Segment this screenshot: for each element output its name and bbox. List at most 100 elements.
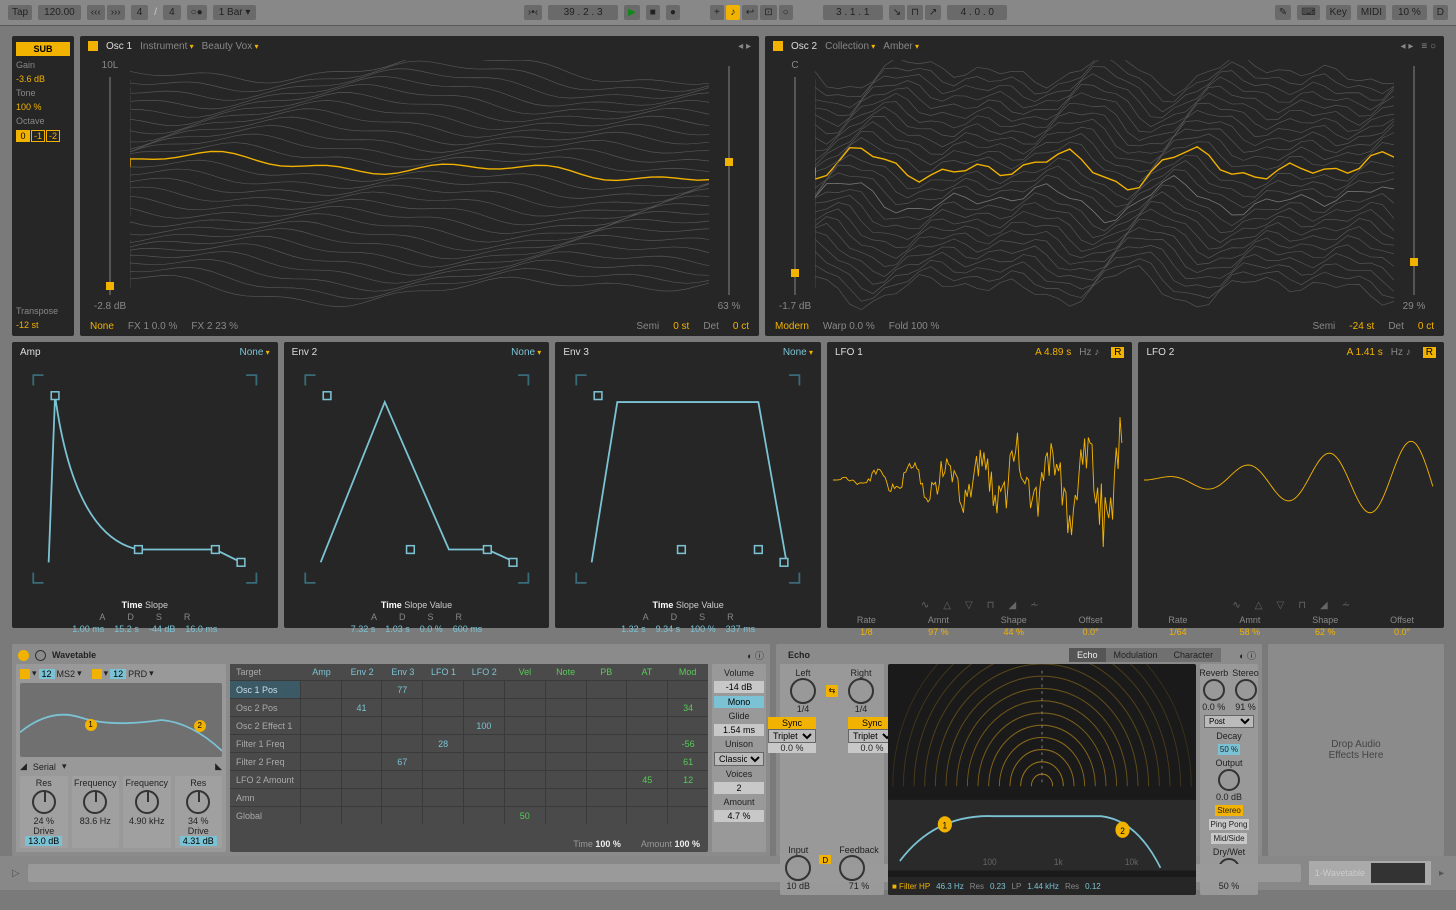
matrix-cell[interactable]: 45 [626, 771, 667, 788]
osc2-wave-display[interactable] [815, 60, 1394, 312]
matrix-cell[interactable] [504, 789, 545, 806]
matrix-cell[interactable] [381, 789, 422, 806]
env-target[interactable]: None [240, 347, 270, 358]
filter-knob[interactable]: Res34 % Drive4.31 dB [175, 776, 223, 848]
automation-arm[interactable]: ♪ [726, 5, 740, 20]
hicut-icon[interactable]: ◣ [215, 761, 222, 772]
reverb-loc[interactable]: Post [1204, 715, 1254, 728]
matrix-row[interactable]: Osc 2 Pos4134 [230, 698, 708, 716]
matrix-cell[interactable] [626, 717, 667, 734]
osc2-fx-menu[interactable]: Modern [775, 321, 809, 332]
osc2-fx2[interactable]: Fold 100 % [889, 321, 940, 332]
oct-1[interactable]: -1 [31, 130, 45, 142]
matrix-row[interactable]: Global50 [230, 806, 708, 824]
matrix-cell[interactable] [586, 789, 627, 806]
lfo-shape-picker[interactable]: ∿△▽⊓◢⩪ [827, 598, 1133, 613]
matrix-cell[interactable]: 50 [504, 807, 545, 824]
matrix-cell[interactable] [463, 735, 504, 752]
matrix-cell[interactable] [667, 681, 708, 698]
matrix-cell[interactable] [341, 735, 382, 752]
matrix-cell[interactable] [341, 789, 382, 806]
loop-length[interactable]: 4 . 0 . 0 [947, 5, 1007, 20]
matrix-row[interactable]: Filter 2 Freq6761 [230, 752, 708, 770]
transpose-value[interactable]: -12 st [16, 320, 70, 330]
keyboard-icon[interactable]: ⌨ [1297, 5, 1319, 20]
lfo-retrig[interactable]: R [1423, 347, 1436, 358]
stop-button[interactable]: ■ [646, 5, 660, 20]
matrix-cell[interactable] [545, 699, 586, 716]
left-sync[interactable]: Sync [768, 717, 816, 729]
wt-osc1-pos[interactable]: 12 [39, 669, 55, 679]
left-time[interactable]: 1/4 [790, 704, 816, 714]
osc2-prev-next[interactable]: ◂ ▸ [1401, 41, 1414, 52]
matrix-cell[interactable] [545, 717, 586, 734]
glide-value[interactable]: 1.54 ms [714, 724, 764, 736]
osc1-fx1[interactable]: FX 1 0.0 % [128, 321, 177, 332]
output-knob[interactable] [1218, 769, 1240, 791]
link-button[interactable]: ⇆ [826, 685, 838, 697]
osc1-det[interactable]: 0 ct [733, 321, 749, 332]
matrix-cell[interactable] [504, 699, 545, 716]
matrix-cell[interactable]: 34 [667, 699, 708, 716]
right-time[interactable]: 1/4 [848, 704, 874, 714]
matrix-cell[interactable] [626, 753, 667, 770]
matrix-cell[interactable] [586, 771, 627, 788]
overdub-button[interactable]: + [710, 5, 724, 20]
tone-value[interactable]: 100 % [16, 102, 70, 112]
matrix-cell[interactable]: -56 [667, 735, 708, 752]
capture-button[interactable]: ⊡ [760, 5, 776, 20]
stereo-knob[interactable] [1235, 679, 1257, 701]
matrix-cell[interactable] [463, 699, 504, 716]
matrix-cell[interactable] [381, 771, 422, 788]
matrix-cell[interactable] [300, 789, 341, 806]
matrix-cell[interactable] [422, 681, 463, 698]
timesig-den[interactable]: 4 [163, 5, 181, 20]
matrix-row[interactable]: LFO 2 Amount4512 [230, 770, 708, 788]
matrix-cell[interactable] [586, 735, 627, 752]
osc2-semi[interactable]: -24 st [1349, 321, 1374, 332]
nudge-up[interactable]: ››› [107, 5, 125, 20]
matrix-cell[interactable] [504, 735, 545, 752]
routing-menu[interactable]: Serial [33, 762, 56, 772]
wt-osc1-on[interactable] [20, 669, 30, 679]
matrix-cell[interactable] [586, 681, 627, 698]
matrix-cell[interactable] [381, 699, 422, 716]
lfo-graph[interactable] [1138, 362, 1444, 598]
matrix-cell[interactable] [586, 699, 627, 716]
matrix-cell[interactable] [422, 753, 463, 770]
follow-icon[interactable]: ›•‹ [524, 5, 542, 20]
matrix-cell[interactable] [341, 771, 382, 788]
wt-osc2-on[interactable] [92, 669, 102, 679]
filter-knob[interactable]: Frequency4.90 kHz [123, 776, 171, 848]
matrix-cell[interactable] [341, 717, 382, 734]
left-offset[interactable]: 0.0 % [768, 743, 816, 753]
matrix-cell[interactable] [504, 771, 545, 788]
wt-osc2-table[interactable]: PRD [128, 669, 147, 679]
osc1-prev-next[interactable]: ◂ ▸ [738, 41, 751, 52]
matrix-cell[interactable] [463, 681, 504, 698]
overload-d[interactable]: D [1433, 5, 1448, 20]
matrix-cell[interactable] [341, 807, 382, 824]
oct-2[interactable]: -2 [46, 130, 60, 142]
sub-toggle[interactable]: SUB [16, 42, 70, 56]
voices-value[interactable]: 2 [714, 782, 764, 794]
mod-matrix[interactable]: TargetAmpEnv 2Env 3LFO 1LFO 2VelNotePBAT… [230, 664, 708, 852]
matrix-cell[interactable] [422, 807, 463, 824]
record-button[interactable]: ● [666, 5, 680, 20]
bpm-field[interactable]: 120.00 [38, 5, 81, 20]
matrix-cell[interactable] [626, 789, 667, 806]
osc1-semi[interactable]: 0 st [673, 321, 689, 332]
matrix-cell[interactable] [626, 699, 667, 716]
matrix-cell[interactable] [422, 717, 463, 734]
filter2-handle[interactable]: 2 [194, 720, 206, 732]
volume-value[interactable]: -14 dB [714, 681, 764, 693]
lfo-graph[interactable] [827, 362, 1133, 598]
osc1-gain-slider[interactable]: 10L -2.8 dB [90, 60, 130, 312]
matrix-cell[interactable] [586, 753, 627, 770]
matrix-cell[interactable] [545, 735, 586, 752]
osc1-wave-display[interactable] [130, 60, 709, 312]
echo-tabs[interactable]: Echo Modulation Character [1069, 648, 1221, 662]
filter-knob[interactable]: Frequency83.6 Hz [72, 776, 120, 848]
midside-mode[interactable]: Mid/Side [1211, 833, 1246, 844]
matrix-cell[interactable] [300, 681, 341, 698]
